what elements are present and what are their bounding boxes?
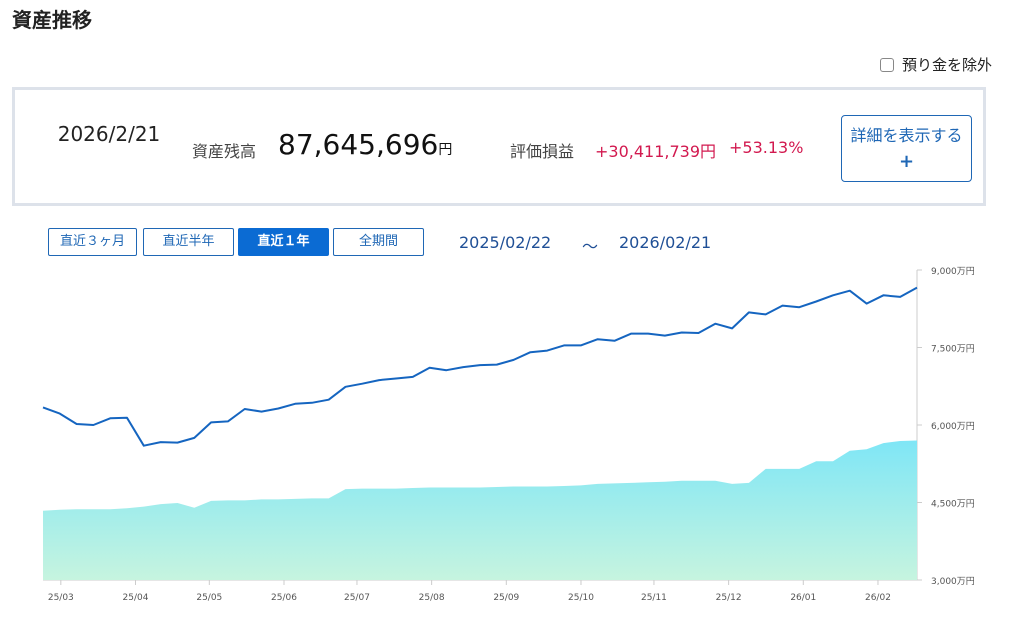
range-end-date: 2026/02/21	[619, 233, 712, 252]
exclude-deposit-label: 預り金を除外	[901, 56, 992, 74]
x-tick-label: 25/09	[493, 593, 519, 603]
balance-amount: 87,645,696円	[278, 128, 452, 161]
x-tick-label: 25/11	[641, 593, 667, 603]
pl-label: 評価損益	[510, 142, 575, 161]
balance-unit: 円	[438, 142, 453, 158]
plus-icon: +	[898, 151, 915, 172]
balance-value: 87,645,696	[278, 128, 439, 161]
y-axis: 9,000万円 7,500万円 6,000万円 4,500万円 3,000万円	[916, 266, 975, 587]
y-tick-label: 7,500万円	[931, 344, 975, 355]
exclude-deposit-checkbox[interactable]	[879, 57, 894, 72]
deposit-area-series	[43, 440, 917, 580]
x-tick-label: 25/03	[48, 593, 74, 603]
x-tick-label: 25/07	[344, 593, 370, 603]
pl-percent: +53.13%	[729, 138, 804, 157]
x-axis: 25/03 25/04 25/05 25/06 25/07 25/08 25/09 25/10…	[43, 579, 917, 603]
asset-summary-panel: 2026/2/21 資産残高 87,645,696円 評価損益 +30,411,…	[12, 87, 986, 206]
x-tick-label: 25/08	[419, 593, 445, 603]
page-title: 資産推移	[12, 8, 92, 32]
range-separator: ～	[582, 237, 599, 256]
tab-recent-half-year[interactable]: 直近半年	[143, 228, 234, 256]
asset-line-series	[42, 286, 918, 447]
x-tick-label: 25/04	[123, 593, 149, 603]
summary-date: 2026/2/21	[57, 122, 161, 146]
show-detail-button[interactable]: 詳細を表示する +	[841, 115, 972, 182]
balance-label: 資産残高	[192, 142, 257, 161]
asset-history-chart: 9,000万円 7,500万円 6,000万円 4,500万円 3,000万円 25/0…	[42, 266, 975, 603]
y-tick-label: 6,000万円	[931, 421, 975, 432]
exclude-deposit-toggle[interactable]: 預り金を除外	[879, 54, 992, 75]
tab-all-period[interactable]: 全期間	[333, 228, 424, 256]
range-start-date: 2025/02/22	[459, 233, 552, 252]
show-detail-label: 詳細を表示する	[850, 126, 963, 145]
tab-recent-1-year[interactable]: 直近１年	[238, 228, 329, 256]
x-tick-label: 25/06	[271, 593, 297, 603]
x-tick-label: 25/12	[716, 593, 742, 603]
y-tick-label: 9,000万円	[931, 266, 975, 277]
pl-value: +30,411,739円	[595, 142, 717, 161]
x-tick-label: 26/01	[790, 593, 816, 603]
plot-area	[42, 286, 918, 580]
tab-recent-3-months[interactable]: 直近３ヶ月	[48, 228, 137, 256]
y-tick-label: 4,500万円	[931, 499, 975, 510]
x-tick-label: 25/05	[196, 593, 222, 603]
y-tick-label: 3,000万円	[931, 576, 975, 587]
x-tick-label: 25/10	[568, 593, 594, 603]
x-tick-label: 26/02	[865, 593, 891, 603]
